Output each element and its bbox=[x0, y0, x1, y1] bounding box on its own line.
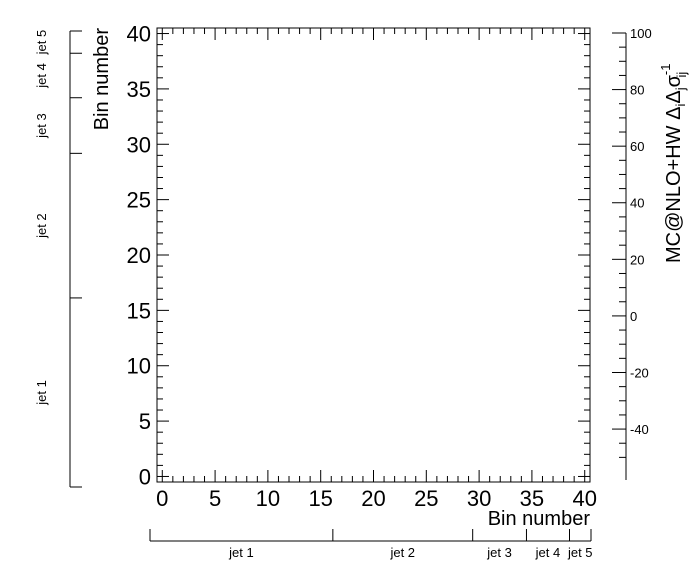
x-tick-label: 20 bbox=[361, 486, 385, 511]
y-tick-label: 5 bbox=[139, 409, 151, 434]
y-tick-label: 30 bbox=[127, 132, 151, 157]
z-axis-label-sub-i: i bbox=[673, 104, 688, 107]
color-scale-axis: -40 -20 0 20 40 60 80 100 bbox=[612, 26, 652, 480]
x-jet-label: jet 5 bbox=[567, 545, 593, 560]
x-jet-label: jet 2 bbox=[389, 545, 415, 560]
z-axis-label-sigma: σ bbox=[663, 74, 685, 87]
z-tick-label: 0 bbox=[630, 309, 637, 324]
y-tick-label: 25 bbox=[127, 188, 151, 213]
y-tick-label: 10 bbox=[127, 354, 151, 379]
x-tick-label: 40 bbox=[572, 486, 596, 511]
x-tick-label: 35 bbox=[520, 486, 544, 511]
z-tick-label: 80 bbox=[630, 83, 644, 98]
x-jet-axis: jet 1 jet 2 jet 3 jet 4 jet 5 bbox=[149, 529, 593, 560]
z-axis-label: MC@NLO+HW ΔiΔjσ-1ij bbox=[658, 64, 689, 264]
x-tick-label: 15 bbox=[308, 486, 332, 511]
y-tick-label: 40 bbox=[127, 22, 151, 47]
x-jet-label: jet 4 bbox=[535, 545, 561, 560]
x-tick-label: 30 bbox=[467, 486, 491, 511]
y-jet-label: jet 5 bbox=[34, 30, 49, 56]
z-axis-label-delta-j: Δ bbox=[663, 90, 685, 103]
z-tick-label: -20 bbox=[630, 365, 649, 380]
y-axis: 0 5 10 15 20 25 30 35 40 bbox=[127, 22, 590, 489]
z-axis-label-main: MC@NLO+HW bbox=[663, 120, 685, 263]
y-tick-label: 35 bbox=[127, 77, 151, 102]
x-tick-label: 5 bbox=[209, 486, 221, 511]
z-tick-label: 20 bbox=[630, 252, 644, 267]
x-jet-label: jet 3 bbox=[486, 545, 512, 560]
y-jet-label: jet 1 bbox=[34, 380, 49, 406]
x-axis-label: Bin number bbox=[488, 508, 591, 530]
z-tick-label: -40 bbox=[630, 422, 649, 437]
y-jet-label: jet 4 bbox=[34, 63, 49, 89]
x-tick-label: 25 bbox=[414, 486, 438, 511]
y-jet-label: jet 2 bbox=[34, 213, 49, 239]
y-jet-label: jet 3 bbox=[34, 113, 49, 139]
x-tick-label: 0 bbox=[156, 486, 168, 511]
y-tick-label: 20 bbox=[127, 243, 151, 268]
z-tick-label: 100 bbox=[630, 26, 652, 41]
z-axis-label-sub-ij: ij bbox=[674, 72, 689, 78]
z-tick-label: 60 bbox=[630, 139, 644, 154]
y-jet-axis: jet 1 jet 2 jet 3 jet 4 jet 5 bbox=[34, 30, 82, 488]
z-axis-label-delta-i: Δ bbox=[663, 107, 685, 120]
z-axis-label-sup: -1 bbox=[658, 64, 673, 76]
z-tick-label: 40 bbox=[630, 196, 644, 211]
y-axis-label: Bin number bbox=[91, 28, 113, 131]
plot-frame bbox=[156, 27, 591, 483]
y-tick-label: 0 bbox=[139, 464, 151, 489]
x-jet-label: jet 1 bbox=[228, 545, 254, 560]
x-axis: 0 5 10 15 20 25 30 35 40 bbox=[156, 28, 597, 511]
x-tick-label: 10 bbox=[256, 486, 280, 511]
y-tick-label: 15 bbox=[127, 298, 151, 323]
